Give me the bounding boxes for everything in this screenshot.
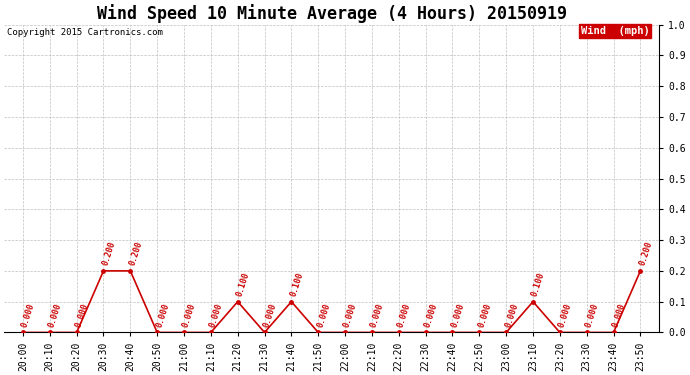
Text: 0.000: 0.000 (504, 302, 520, 328)
Text: 0.000: 0.000 (47, 302, 63, 328)
Text: Wind  (mph): Wind (mph) (580, 26, 649, 36)
Text: 0.200: 0.200 (638, 240, 654, 267)
Text: 0.000: 0.000 (155, 302, 170, 328)
Text: 0.000: 0.000 (584, 302, 600, 328)
Title: Wind Speed 10 Minute Average (4 Hours) 20150919: Wind Speed 10 Minute Average (4 Hours) 2… (97, 4, 566, 23)
Text: 0.000: 0.000 (74, 302, 90, 328)
Text: Copyright 2015 Cartronics.com: Copyright 2015 Cartronics.com (8, 28, 164, 37)
Text: 0.000: 0.000 (342, 302, 359, 328)
Text: 0.000: 0.000 (611, 302, 627, 328)
Text: 0.000: 0.000 (262, 302, 278, 328)
Text: 0.000: 0.000 (20, 302, 37, 328)
Text: 0.100: 0.100 (530, 271, 546, 297)
Text: 0.000: 0.000 (208, 302, 224, 328)
Text: 0.000: 0.000 (181, 302, 197, 328)
Text: 0.000: 0.000 (396, 302, 413, 328)
Text: 0.000: 0.000 (477, 302, 493, 328)
Text: 0.200: 0.200 (101, 240, 117, 267)
Text: 0.100: 0.100 (235, 271, 251, 297)
Text: 0.000: 0.000 (315, 302, 332, 328)
Text: 0.000: 0.000 (450, 302, 466, 328)
Text: 0.100: 0.100 (288, 271, 305, 297)
Text: 0.000: 0.000 (369, 302, 386, 328)
Text: 0.000: 0.000 (423, 302, 439, 328)
Text: 0.000: 0.000 (557, 302, 573, 328)
Text: 0.200: 0.200 (128, 240, 144, 267)
